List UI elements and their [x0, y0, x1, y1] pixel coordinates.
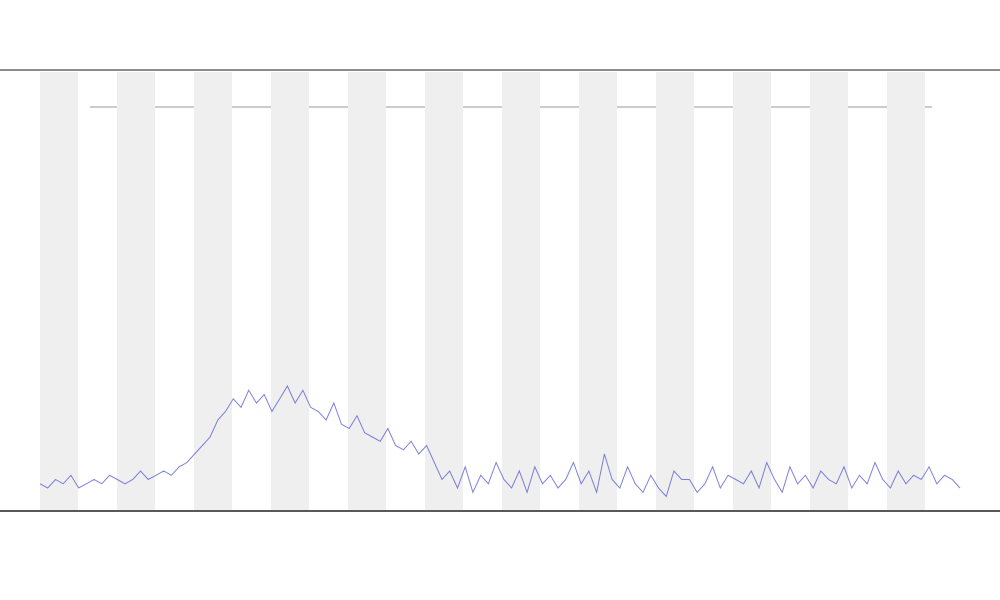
- band: [579, 72, 617, 510]
- series-line: [39, 384, 961, 498]
- bands: [40, 72, 925, 510]
- band: [887, 72, 925, 510]
- band: [40, 72, 78, 510]
- band: [733, 72, 771, 510]
- band: [502, 72, 540, 510]
- band: [810, 72, 848, 510]
- band: [271, 72, 309, 510]
- band: [348, 72, 386, 510]
- plot: [39, 384, 961, 498]
- band: [117, 72, 155, 510]
- band: [425, 72, 463, 510]
- band: [194, 72, 232, 510]
- band: [656, 72, 694, 510]
